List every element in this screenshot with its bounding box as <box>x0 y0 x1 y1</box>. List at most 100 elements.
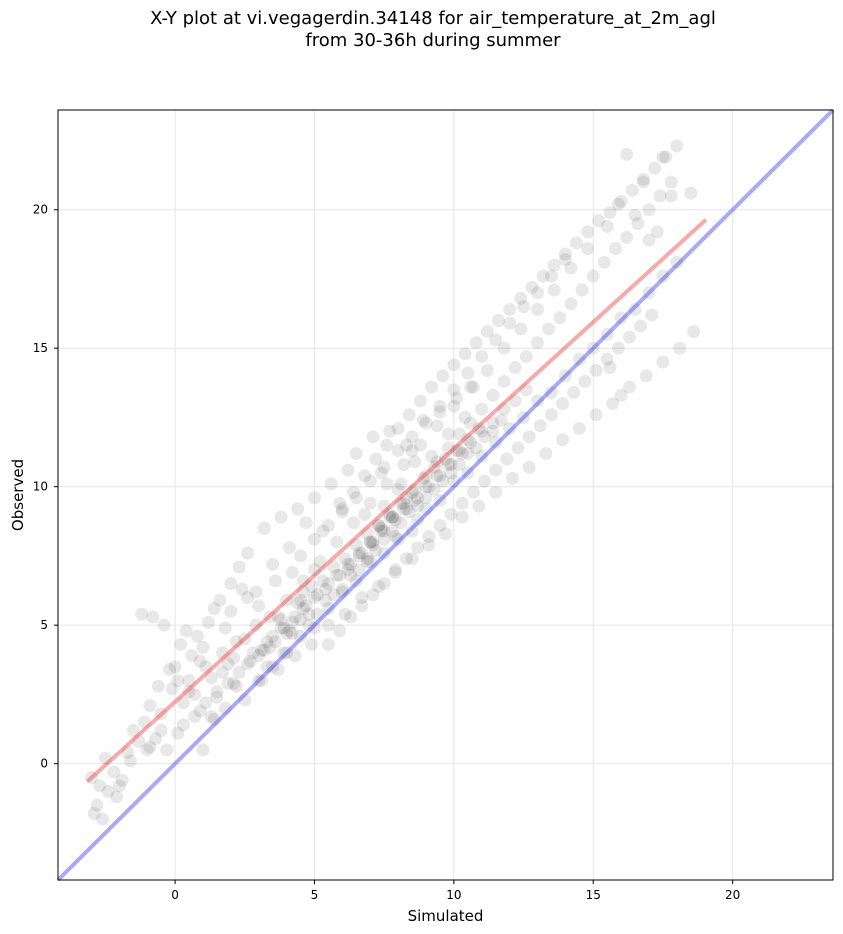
data-point <box>238 693 252 707</box>
data-point <box>305 638 319 652</box>
data-point <box>282 624 296 638</box>
data-point <box>411 499 425 513</box>
data-point <box>386 510 400 524</box>
data-point <box>642 286 656 300</box>
data-point <box>257 643 271 657</box>
data-point <box>530 286 544 300</box>
data-point <box>589 408 603 422</box>
data-point <box>229 679 243 693</box>
data-point <box>263 640 277 654</box>
data-point <box>204 710 218 724</box>
data-point <box>249 585 263 599</box>
y-tick-label: 5 <box>40 618 48 632</box>
data-point <box>405 552 419 566</box>
data-point <box>294 613 308 627</box>
x-tick-label: 15 <box>586 888 601 902</box>
data-point <box>517 300 531 314</box>
data-point <box>352 546 366 560</box>
data-point <box>135 607 149 621</box>
identity-line <box>56 108 835 882</box>
data-point <box>280 626 294 640</box>
data-point <box>260 635 274 649</box>
data-point <box>277 646 291 660</box>
data-point <box>586 269 600 283</box>
data-point <box>399 438 413 452</box>
data-point <box>444 466 458 480</box>
data-point <box>475 449 489 463</box>
data-point <box>642 233 656 247</box>
data-point <box>625 183 639 197</box>
data-point <box>452 427 466 441</box>
data-point <box>377 577 391 591</box>
data-point <box>405 524 419 538</box>
data-point <box>363 496 377 510</box>
data-point <box>168 660 182 674</box>
data-point <box>511 441 525 455</box>
data-point <box>126 723 140 737</box>
data-point <box>564 261 578 275</box>
data-point <box>344 568 358 582</box>
data-point <box>469 336 483 350</box>
data-point <box>333 568 347 582</box>
data-point <box>391 422 405 436</box>
data-point <box>266 557 280 571</box>
data-point <box>558 253 572 267</box>
data-point <box>673 341 687 355</box>
data-point <box>508 361 522 375</box>
data-point <box>433 518 447 532</box>
data-point <box>271 662 285 676</box>
data-point <box>112 779 126 793</box>
data-point <box>656 269 670 283</box>
data-point <box>160 743 174 757</box>
data-point <box>146 610 160 624</box>
data-point <box>143 699 157 713</box>
data-point <box>193 654 207 668</box>
data-point <box>204 671 218 685</box>
data-point <box>670 139 684 153</box>
data-point <box>567 386 581 400</box>
data-point <box>452 458 466 472</box>
data-point <box>285 566 299 580</box>
data-point <box>478 474 492 488</box>
data-point <box>344 557 358 571</box>
data-point <box>464 435 478 449</box>
y-axis-label: Observed <box>9 459 27 531</box>
data-point <box>291 596 305 610</box>
data-point <box>123 754 137 768</box>
data-point <box>620 147 634 161</box>
data-point <box>653 189 667 203</box>
data-point <box>174 638 188 652</box>
data-point <box>525 280 539 294</box>
data-point <box>399 502 413 516</box>
data-point <box>419 502 433 516</box>
data-point <box>241 590 255 604</box>
data-point <box>107 765 121 779</box>
data-point <box>611 197 625 211</box>
data-point <box>405 444 419 458</box>
data-point <box>586 341 600 355</box>
data-point <box>383 510 397 524</box>
data-point <box>366 538 380 552</box>
data-point <box>307 563 321 577</box>
data-point <box>366 588 380 602</box>
data-point <box>648 161 662 175</box>
data-point <box>302 607 316 621</box>
data-point <box>182 685 196 699</box>
data-point <box>374 521 388 535</box>
data-point <box>307 590 321 604</box>
data-point <box>634 319 648 333</box>
data-point <box>372 579 386 593</box>
data-point <box>369 543 383 557</box>
data-point <box>572 352 586 366</box>
data-point <box>157 618 171 632</box>
data-point <box>544 269 558 283</box>
data-point <box>218 621 232 635</box>
data-point <box>433 469 447 483</box>
data-point <box>291 502 305 516</box>
x-tick-label: 20 <box>725 888 740 902</box>
data-point <box>260 660 274 674</box>
data-point <box>466 485 480 499</box>
data-point <box>480 363 494 377</box>
data-point <box>255 643 269 657</box>
